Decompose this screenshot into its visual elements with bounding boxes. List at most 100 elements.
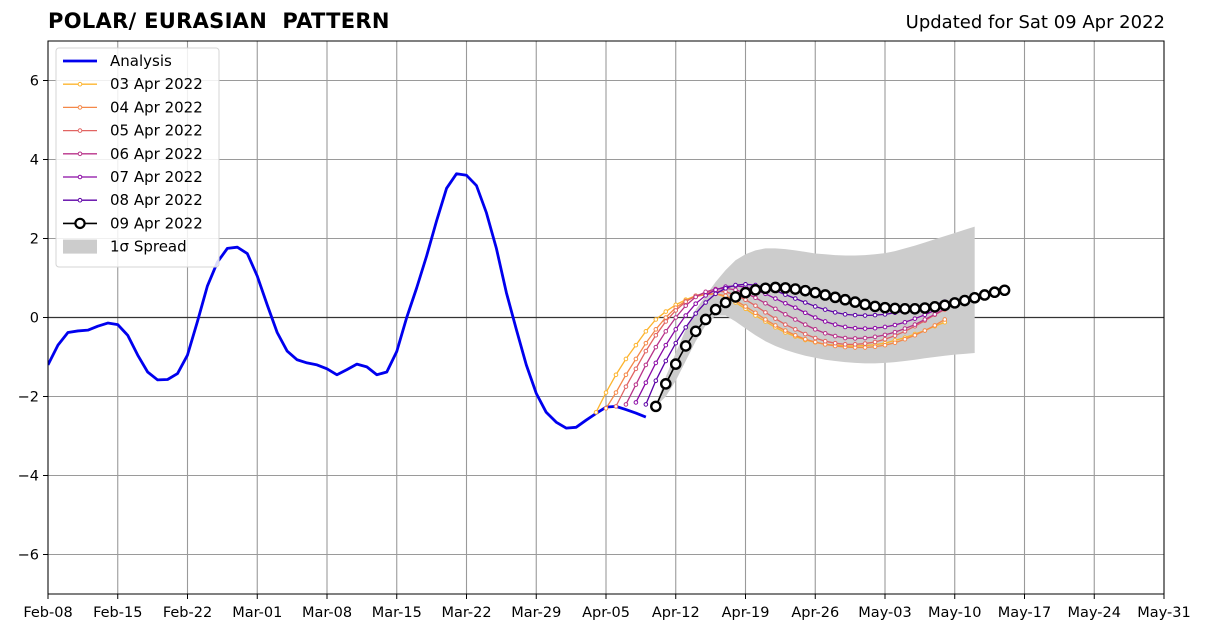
forecast-marker <box>669 358 682 370</box>
x-tick-label: Mar-22 <box>441 605 491 621</box>
forecast-marker <box>693 301 698 306</box>
forecast-marker <box>978 289 991 301</box>
forecast-marker <box>842 312 848 317</box>
forecast-marker <box>623 402 629 407</box>
forecast-marker <box>743 304 748 309</box>
forecast-marker <box>793 332 798 338</box>
forecast-marker <box>839 293 851 306</box>
forecast-marker <box>889 302 901 315</box>
x-tick-label: May-10 <box>928 605 981 621</box>
forecast-marker <box>849 296 861 308</box>
forecast-marker <box>872 339 878 345</box>
forecast-marker <box>902 319 908 325</box>
forecast-marker <box>892 322 898 328</box>
forecast-marker <box>733 282 738 288</box>
forecast-marker <box>729 291 742 303</box>
forecast-marker <box>802 336 808 342</box>
forecast-marker <box>623 356 629 362</box>
forecast-marker <box>869 300 881 313</box>
forecast-marker <box>663 342 669 348</box>
y-tick-label: −2 <box>18 390 39 406</box>
forecast-marker <box>603 406 609 411</box>
x-tick-label: Feb-08 <box>23 605 72 621</box>
x-tick-label: Apr-26 <box>791 605 839 621</box>
x-tick-label: Apr-19 <box>722 605 770 621</box>
forecast-marker <box>793 305 798 310</box>
forecast-marker <box>852 342 858 347</box>
forecast-marker <box>922 317 928 322</box>
forecast-marker <box>743 297 748 303</box>
forecast-marker <box>683 303 689 308</box>
forecast-marker <box>663 358 669 364</box>
forecast-marker <box>779 282 792 294</box>
forecast-marker <box>793 327 798 332</box>
forecast-marker <box>613 404 619 409</box>
forecast-marker <box>862 341 868 346</box>
forecast-marker <box>713 287 718 293</box>
forecast-marker <box>812 304 818 309</box>
forecast-marker <box>852 312 858 318</box>
legend-swatch-marker <box>77 197 83 203</box>
forecast-marker <box>958 294 971 307</box>
x-tick-label: Feb-15 <box>93 605 142 621</box>
forecast-marker <box>643 362 649 368</box>
x-tick-label: Mar-29 <box>511 605 561 621</box>
forecast-marker <box>753 295 758 301</box>
chart-title: POLAR/ EURASIAN PATTERN <box>48 9 390 33</box>
x-tick-label: Apr-12 <box>652 605 700 621</box>
axes-ticks: Feb-08 Feb-15 Feb-22 Mar-01 Mar-08 Mar-15 Mar-… <box>18 74 1191 622</box>
forecast-marker <box>643 348 649 354</box>
forecast-marker <box>653 344 659 350</box>
forecast-marker <box>683 325 689 330</box>
y-tick-label: 4 <box>30 153 39 169</box>
forecast-marker <box>872 325 878 331</box>
legend-swatch-marker <box>77 128 83 133</box>
forecast-marker <box>650 400 662 413</box>
forecast-marker <box>633 342 639 348</box>
forecast-marker <box>872 312 878 318</box>
forecast-marker <box>773 323 778 328</box>
forecast-marker <box>623 384 629 389</box>
forecast-marker <box>929 301 941 313</box>
forecast-marker <box>812 339 818 345</box>
forecast-marker <box>882 336 888 342</box>
legend-swatch-marker <box>74 217 86 230</box>
legend-swatch-marker <box>77 105 83 110</box>
forecast-marker <box>773 316 778 321</box>
legend-label-forecast: 04 Apr 2022 <box>110 98 203 116</box>
forecast-marker <box>753 303 758 308</box>
forecast-marker <box>802 310 808 316</box>
forecast-marker <box>603 390 609 395</box>
forecast-marker <box>882 324 888 330</box>
forecast-marker <box>799 284 812 297</box>
forecast-marker <box>633 366 639 372</box>
forecast-marker <box>802 322 808 327</box>
forecast-marker <box>733 287 738 293</box>
forecast-marker <box>683 313 689 318</box>
forecast-marker <box>872 334 878 340</box>
forecast-marker <box>812 327 818 332</box>
forecast-marker <box>832 340 838 346</box>
y-tick-label: 0 <box>30 311 39 327</box>
forecast-marker <box>872 344 878 350</box>
forecast-marker <box>633 356 639 362</box>
forecast-marker <box>899 303 911 315</box>
forecast-marker <box>922 328 928 333</box>
legend-swatch-marker <box>77 174 83 180</box>
forecast-marker <box>703 300 708 305</box>
forecast-marker <box>663 309 669 314</box>
forecast-marker <box>743 282 748 287</box>
forecast-marker <box>968 291 981 304</box>
forecast-marker <box>759 282 772 295</box>
forecast-marker <box>773 296 778 301</box>
forecast-marker <box>882 342 888 348</box>
forecast-marker <box>822 319 828 324</box>
forecast-marker <box>942 317 948 322</box>
forecast-marker <box>693 311 698 316</box>
forecast-marker <box>932 312 938 317</box>
forecast-marker <box>769 281 782 294</box>
forecast-marker <box>739 286 752 299</box>
forecast-marker <box>852 336 858 341</box>
forecast-marker <box>793 317 798 322</box>
